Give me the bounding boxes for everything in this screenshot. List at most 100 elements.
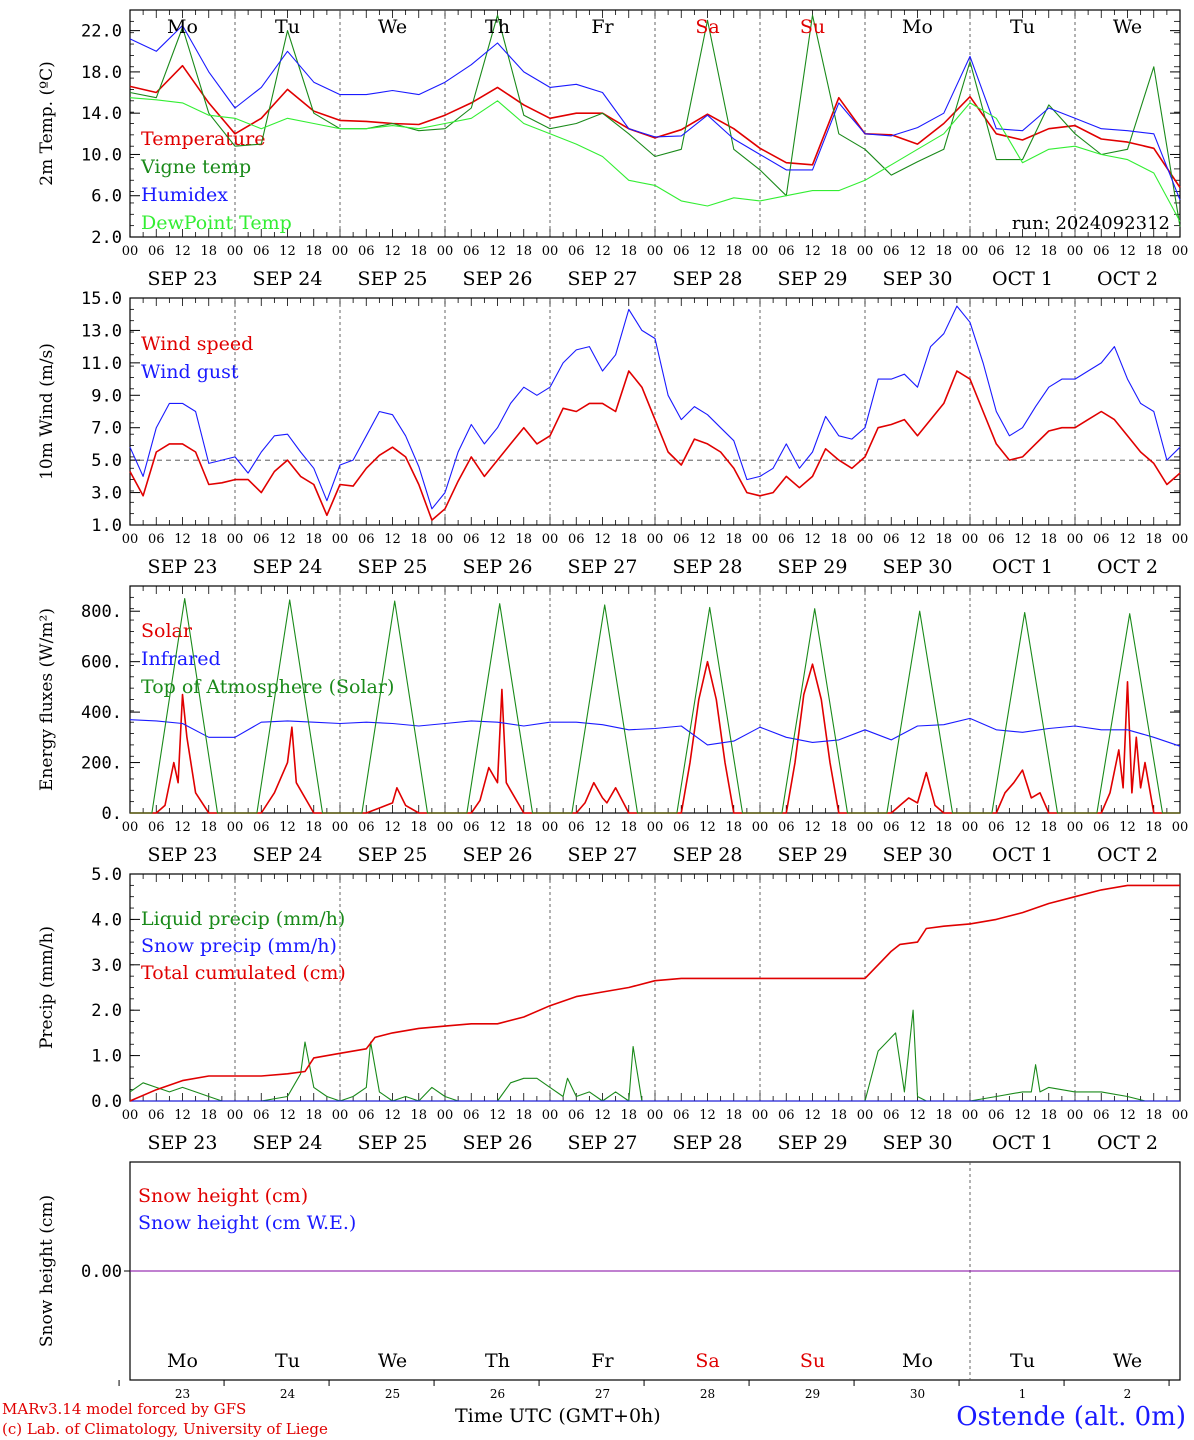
hour-label: 12 (1014, 244, 1031, 259)
hour-label: 12 (1014, 820, 1031, 835)
hour-label: 00 (542, 820, 559, 835)
hour-label: 12 (909, 1108, 926, 1123)
date-label: OCT 2 (1097, 844, 1158, 866)
hour-label: 00 (1172, 244, 1189, 259)
date-label: OCT 1 (992, 844, 1053, 866)
day-number-label: 25 (385, 1387, 400, 1401)
hour-label: 06 (1093, 532, 1110, 547)
y-tick-label: 600. (81, 653, 122, 673)
y-tick-label: 0.00 (81, 1262, 122, 1282)
hour-label: 12 (804, 532, 821, 547)
date-label: SEP 26 (463, 1132, 533, 1154)
hour-label: 06 (1093, 244, 1110, 259)
hour-label: 18 (1145, 532, 1162, 547)
hour-label: 18 (1040, 1108, 1057, 1123)
day-number-label: 26 (490, 1387, 505, 1401)
date-label: SEP 29 (778, 268, 848, 290)
hour-label: 12 (174, 244, 191, 259)
hour-label: 12 (1119, 1108, 1136, 1123)
y-tick-label: 0.0 (91, 1092, 122, 1112)
hour-label: 12 (909, 532, 926, 547)
day-number-label: 23 (175, 1387, 190, 1401)
series-line (130, 660, 1180, 814)
hour-label: 18 (830, 820, 847, 835)
weekday-label: Tu (1010, 1350, 1035, 1372)
y-tick-label: 10.0 (81, 145, 122, 165)
hour-label: 00 (437, 244, 454, 259)
date-label: SEP 25 (358, 844, 428, 866)
hour-label: 18 (200, 820, 217, 835)
hour-label: 06 (253, 244, 270, 259)
y-tick-label: 5.0 (91, 865, 122, 885)
hour-label: 00 (647, 244, 664, 259)
hour-label: 00 (752, 1108, 769, 1123)
hour-label: 00 (647, 532, 664, 547)
y-tick-label: 2.0 (91, 228, 122, 248)
legend-entry: Top of Atmosphere (Solar) (141, 676, 394, 698)
y-axis-label: Precip (mm/h) (37, 926, 57, 1049)
legend-entry: Wind speed (141, 333, 253, 355)
date-label: SEP 23 (148, 556, 218, 578)
date-label: OCT 2 (1097, 1132, 1158, 1154)
day-number-label: 24 (280, 1387, 296, 1401)
hour-label: 12 (489, 532, 506, 547)
hour-label: 12 (174, 820, 191, 835)
hour-label: 18 (305, 532, 322, 547)
series-line (129, 14, 1181, 227)
y-tick-label: 13.0 (81, 321, 122, 341)
y-tick-label: 800. (81, 602, 122, 622)
hour-label: 06 (148, 532, 165, 547)
weekday-label: Mo (902, 1350, 933, 1372)
hour-label: 00 (647, 820, 664, 835)
hour-label: 00 (857, 244, 874, 259)
date-label: SEP 30 (883, 556, 953, 578)
weekday-label: Tu (1010, 16, 1035, 38)
hour-label: 00 (332, 820, 349, 835)
hour-label: 18 (620, 820, 637, 835)
hour-label: 12 (699, 1108, 716, 1123)
y-axis-label: Snow height (cm) (37, 1195, 57, 1347)
hour-label: 06 (988, 532, 1005, 547)
y-tick-label: 2.0 (91, 1001, 122, 1021)
hour-label: 18 (620, 244, 637, 259)
weekday-label: We (1113, 1350, 1142, 1372)
y-tick-label: 15.0 (81, 289, 122, 309)
weekday-label: Fr (591, 1350, 614, 1372)
hour-label: 12 (804, 820, 821, 835)
hour-label: 06 (883, 820, 900, 835)
hour-label: 12 (1119, 532, 1136, 547)
date-label: SEP 30 (883, 844, 953, 866)
weekday-label: Mo (902, 16, 933, 38)
hour-label: 06 (778, 1108, 795, 1123)
date-label: SEP 29 (778, 844, 848, 866)
hour-label: 18 (725, 532, 742, 547)
y-tick-label: 5.0 (91, 451, 122, 471)
series-line (129, 884, 1180, 1102)
hour-label: 06 (463, 244, 480, 259)
hour-label: 12 (699, 820, 716, 835)
hour-label: 06 (778, 244, 795, 259)
hour-label: 06 (148, 820, 165, 835)
day-number-label: 2 (1124, 1387, 1132, 1401)
hour-label: 00 (227, 820, 244, 835)
hour-label: 12 (384, 820, 401, 835)
hour-label: 12 (489, 820, 506, 835)
day-number-label: 30 (910, 1387, 925, 1401)
date-label: SEP 26 (463, 556, 533, 578)
hour-label: 12 (909, 820, 926, 835)
hour-label: 00 (437, 1108, 454, 1123)
time-axis-label: Time UTC (GMT+0h) (455, 1405, 661, 1427)
hour-label: 12 (279, 820, 296, 835)
hour-label: 12 (384, 244, 401, 259)
date-label: SEP 30 (883, 268, 953, 290)
hour-label: 00 (227, 532, 244, 547)
hour-label: 00 (542, 1108, 559, 1123)
y-tick-label: 3.0 (91, 956, 122, 976)
legend-entry: Snow height (cm W.E.) (138, 1212, 356, 1234)
series-line (129, 1009, 1180, 1102)
hour-label: 18 (620, 532, 637, 547)
hour-label: 18 (410, 1108, 427, 1123)
hour-label: 00 (962, 244, 979, 259)
date-label: SEP 28 (673, 1132, 743, 1154)
